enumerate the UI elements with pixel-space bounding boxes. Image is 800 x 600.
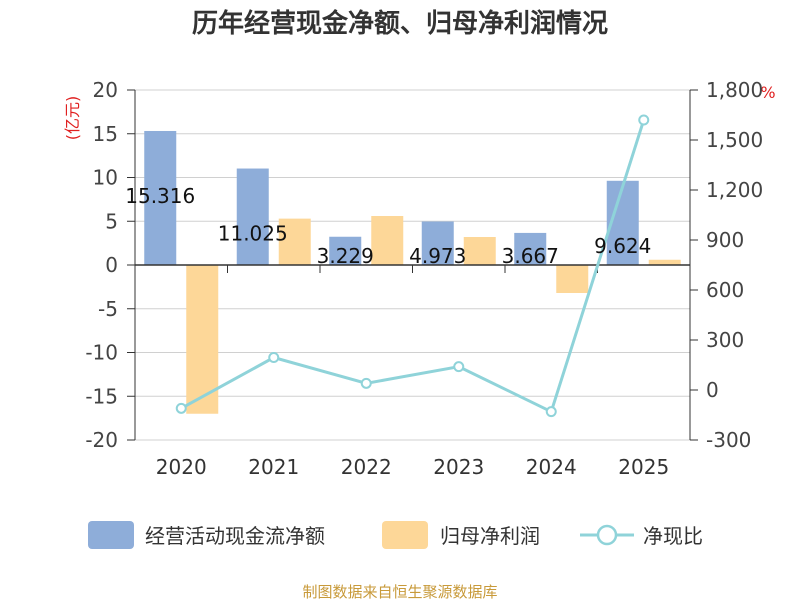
left-tick-label: 5 xyxy=(105,209,118,233)
source-note: 制图数据来自恒生聚源数据库 xyxy=(302,583,497,600)
right-tick-label: 900 xyxy=(706,228,744,252)
bar-cashflow-2020 xyxy=(144,130,177,265)
right-axis-unit: % xyxy=(760,83,775,102)
ratio-point-2021 xyxy=(268,352,280,363)
bar-netprofit-2021 xyxy=(278,218,311,265)
bar-cashflow-2024 xyxy=(514,232,547,265)
right-tick-label: 600 xyxy=(706,278,744,302)
data-label-cashflow-2024: 3.667 xyxy=(502,244,559,268)
left-tick-label: 15 xyxy=(93,122,118,146)
x-tick-label: 2025 xyxy=(618,455,669,479)
x-tick-label: 2020 xyxy=(156,455,207,479)
ratio-point-2024 xyxy=(545,406,557,418)
legend-label-netprofit: 归母净利润 xyxy=(440,524,540,548)
left-tick-label: -10 xyxy=(85,341,118,365)
ratio-point-2020 xyxy=(175,402,187,414)
left-tick-label: -15 xyxy=(85,384,118,408)
ratio-point-2025 xyxy=(638,114,650,126)
legend: 经营活动现金流净额 归母净利润 净现比 xyxy=(88,521,703,549)
legend-label-ratio: 净现比 xyxy=(643,524,703,548)
left-tick-label: 10 xyxy=(93,166,118,190)
left-axis-ticks: 20 15 10 5 0 -5 -10 -15 -20 xyxy=(85,78,135,452)
bar-cashflow-2021 xyxy=(236,168,269,265)
left-tick-label: -5 xyxy=(98,297,118,321)
x-tick-label: 2024 xyxy=(526,455,577,479)
bar-netprofit-2023 xyxy=(463,237,496,265)
right-tick-label: 1,200 xyxy=(706,178,763,202)
right-tick-label: 1,500 xyxy=(706,128,763,152)
legend-label-cashflow: 经营活动现金流净额 xyxy=(145,524,325,548)
x-tick-label: 2023 xyxy=(433,455,484,479)
ratio-point-2023 xyxy=(453,361,465,373)
bar-netprofit-2020 xyxy=(186,265,219,414)
right-tick-label: 1,800 xyxy=(706,78,763,102)
left-tick-label: 0 xyxy=(105,253,118,277)
x-axis-ticks: 2020 2021 2022 2023 2024 2025 xyxy=(134,265,691,479)
left-axis-unit: (亿元) xyxy=(63,96,82,141)
data-labels: 15.316 11.025 3.229 4.973 3.667 9.624 xyxy=(125,184,651,268)
chart-title: 历年经营现金净额、归母净利润情况 xyxy=(192,8,608,39)
ratio-line xyxy=(175,114,650,418)
ratio-polyline xyxy=(180,119,646,414)
bars xyxy=(144,130,681,414)
x-tick-label: 2021 xyxy=(248,455,299,479)
bar-netprofit-2024 xyxy=(556,265,589,293)
legend-swatch-cashflow xyxy=(88,521,134,549)
ratio-point-2022 xyxy=(360,377,372,389)
data-label-cashflow-2022: 3.229 xyxy=(317,244,374,268)
data-label-cashflow-2023: 4.973 xyxy=(409,244,466,268)
left-tick-label: -20 xyxy=(85,428,118,452)
right-tick-label: 300 xyxy=(706,328,744,352)
bar-netprofit-2025 xyxy=(648,259,681,265)
data-label-cashflow-2020: 15.316 xyxy=(125,184,195,208)
right-tick-label: 0 xyxy=(706,378,719,402)
legend-marker-ratio xyxy=(596,524,618,546)
bar-cashflow-2023 xyxy=(421,221,454,265)
bar-netprofit-2022 xyxy=(371,216,404,265)
data-label-cashflow-2025: 9.624 xyxy=(594,234,651,258)
data-label-cashflow-2021: 11.025 xyxy=(218,222,288,246)
bar-cashflow-2022 xyxy=(329,236,362,265)
legend-swatch-netprofit xyxy=(382,521,428,549)
right-axis-ticks: 1,800 1,500 1,200 900 600 300 0 -300 xyxy=(690,78,763,452)
x-tick-label: 2022 xyxy=(341,455,392,479)
left-tick-label: 20 xyxy=(93,78,118,102)
right-tick-label: -300 xyxy=(706,428,751,452)
